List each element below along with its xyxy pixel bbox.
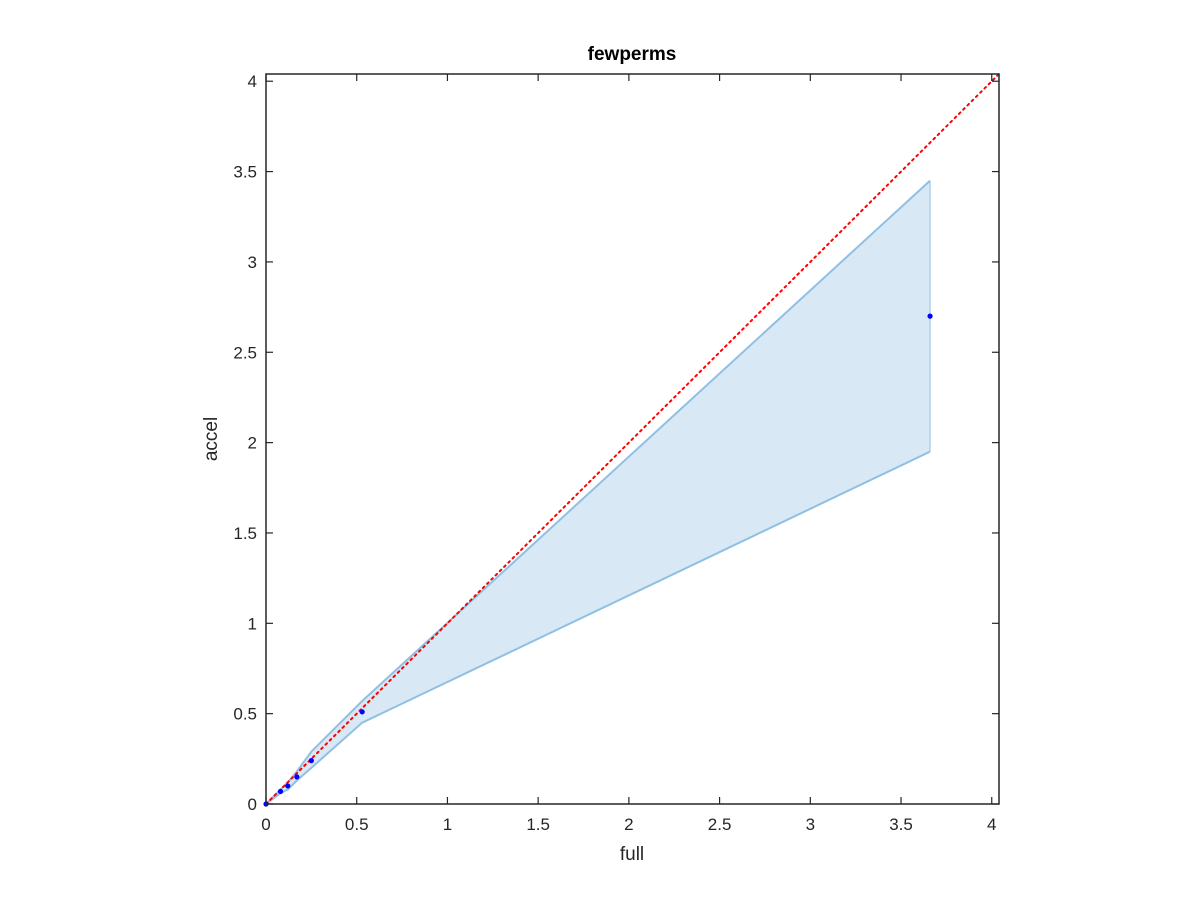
chart-title: fewperms xyxy=(588,44,677,65)
x-tick-label: 0 xyxy=(261,815,270,834)
x-tick-label: 3 xyxy=(806,815,815,834)
y-tick-label: 1.5 xyxy=(233,524,257,543)
y-tick-label: 1 xyxy=(248,614,257,633)
data-point xyxy=(308,758,314,764)
data-point xyxy=(927,313,933,319)
x-tick-label: 4 xyxy=(987,815,996,834)
band-fill xyxy=(266,180,931,805)
reference-line xyxy=(265,73,1000,805)
y-tick-label: 0.5 xyxy=(233,705,257,724)
axes-box xyxy=(265,73,1000,805)
y-tick-label: 2.5 xyxy=(233,343,257,362)
data-point xyxy=(285,783,291,789)
x-tick-label: 0.5 xyxy=(345,815,369,834)
y-tick-label: 2 xyxy=(248,434,257,453)
x-tick-label: 1 xyxy=(443,815,452,834)
x-tick-label: 3.5 xyxy=(889,815,913,834)
y-tick-label: 3.5 xyxy=(233,163,257,182)
x-tick-label: 2 xyxy=(624,815,633,834)
y-tick-label: 3 xyxy=(248,253,257,272)
data-point xyxy=(277,788,284,794)
x-axis-label: full xyxy=(620,844,644,865)
y-tick-label: 0 xyxy=(248,795,257,814)
data-point xyxy=(359,709,365,715)
y-axis-label: accel xyxy=(201,417,222,461)
plot-area: 0 0.5 1 1.5 2 2.5 3 3.5 4 0 0.5 1 1.5 2 2.5 3 3.5 4 xyxy=(233,72,1000,834)
x-tick-label: 1.5 xyxy=(526,815,550,834)
data-point xyxy=(294,774,300,780)
x-tick-label: 2.5 xyxy=(708,815,732,834)
y-tick-label: 4 xyxy=(248,72,257,91)
